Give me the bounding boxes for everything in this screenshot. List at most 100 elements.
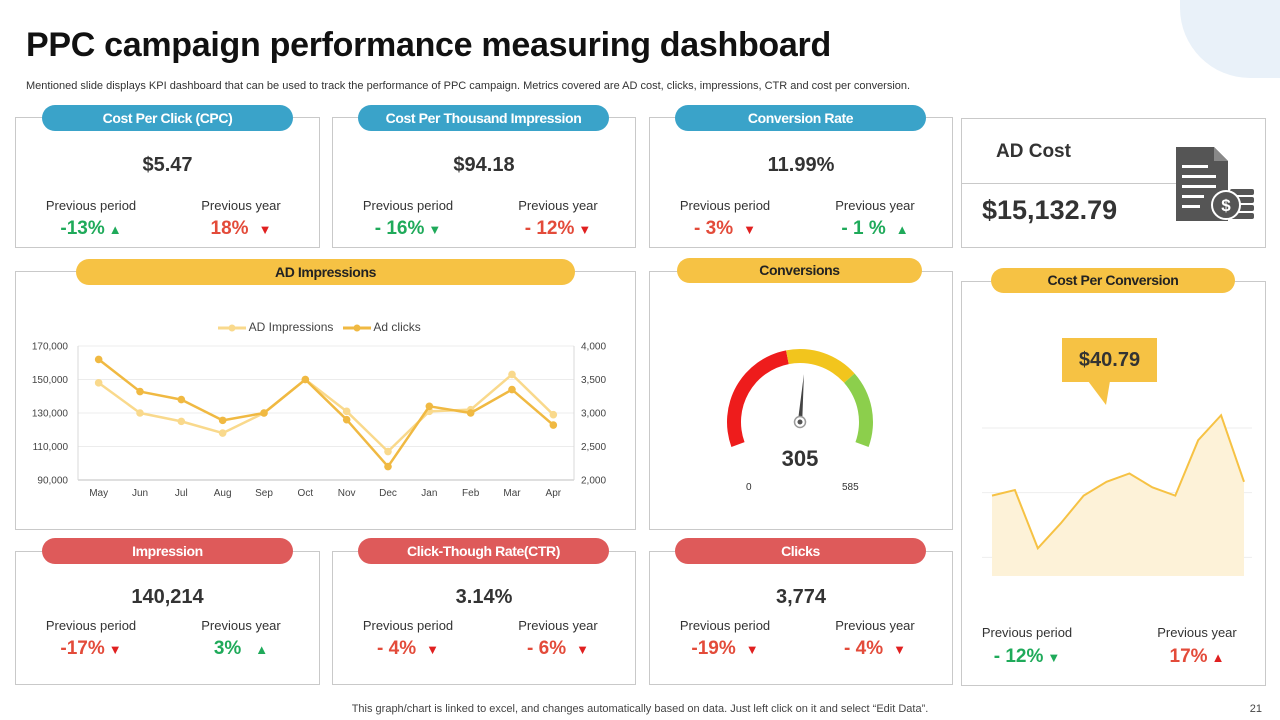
up-arrow-icon: ▲ [895, 222, 909, 237]
y-right-tick-label: 2,500 [581, 442, 606, 453]
ad-cost-value: $15,132.79 [982, 195, 1118, 225]
clicks-prev-period-label: Previous period [679, 618, 771, 633]
cpconv-prev-period: - 12% ▼ [993, 646, 1061, 667]
clicks-card[interactable]: 3,774 Previous period Previous year -19%… [649, 551, 953, 685]
data-point [466, 409, 475, 417]
x-tick-label: Dec [379, 488, 397, 499]
cpconv-prev-year-label: Previous year [1157, 625, 1237, 640]
cpm-prev-year: - 12% ▼ [524, 218, 592, 239]
page-title: PPC campaign performance measuring dashb… [26, 26, 831, 64]
area-line [991, 413, 1245, 551]
down-arrow-icon: ▼ [428, 222, 442, 237]
y-left-tick-label: 90,000 [37, 476, 68, 487]
legend-clicks-swatch [342, 324, 371, 332]
callout-pointer [1088, 381, 1110, 405]
data-point [508, 370, 516, 379]
y-right-tick-label: 3,000 [581, 409, 606, 420]
gauge-min-label: 0 [746, 482, 752, 493]
up-arrow-icon: ▲ [255, 642, 269, 657]
data-point [384, 462, 392, 471]
ad-impressions-card[interactable]: AD Impressions Ad clicks 170,000 4,000 150… [15, 271, 636, 530]
data-point [508, 385, 516, 394]
chart-legend: AD Impressions Ad clicks [218, 320, 421, 334]
conversion-rate-prev-year: - 1 % ▲ [841, 218, 909, 239]
cpc-prev-period-label: Previous period [45, 198, 137, 213]
gauge-hub-center [797, 419, 803, 425]
impression-prev-year: 3% ▲ [213, 638, 269, 659]
down-arrow-icon: ▼ [258, 222, 272, 237]
cpconv-prev-period-label: Previous period [981, 625, 1073, 640]
data-point [384, 447, 392, 456]
impression-card[interactable]: 140,214 Previous period Previous year -1… [15, 551, 320, 685]
data-point [342, 415, 351, 424]
conversion-rate-value: 11.99% [767, 154, 835, 176]
impression-value: 140,214 [131, 586, 204, 608]
impressions-line-chart[interactable]: 170,000 4,000 150,000 3,500 130,000 3,000 110,… [16, 272, 637, 531]
impression-label: Impression [42, 538, 293, 564]
cpc-label: Cost Per Click (CPC) [42, 105, 293, 131]
data-point [301, 375, 310, 384]
x-tick-label: Sep [255, 488, 273, 499]
cost-per-conversion-card[interactable]: $40.79 Previous period Previous year - 1… [961, 281, 1266, 686]
footer-note: This graph/chart is linked to excel, and… [351, 703, 929, 715]
data-point [136, 409, 144, 417]
ad-cost-card[interactable]: AD Cost $15,132.79 $ [961, 118, 1266, 248]
ctr-prev-period: - 4% ▼ [377, 638, 439, 659]
down-arrow-icon: ▼ [893, 642, 906, 657]
y-right-tick-label: 4,000 [581, 342, 606, 353]
clicks-value: 3,774 [775, 586, 827, 608]
cpc-card[interactable]: $5.47 Previous period Previous year -13%… [15, 117, 320, 248]
corner-decoration [1180, 0, 1280, 78]
cpm-value: $94.18 [453, 154, 515, 176]
conversions-gauge[interactable] [650, 272, 954, 531]
ctr-card[interactable]: 3.14% Previous period Previous year - 4%… [332, 551, 636, 685]
cpc-prev-period: -13% ▲ [60, 218, 122, 239]
y-right-tick-label: 3,500 [581, 375, 606, 386]
x-tick-label: Apr [546, 488, 562, 499]
cpc-prev-year-label: Previous year [201, 198, 281, 213]
conversion-rate-prev-period-label: Previous period [679, 198, 771, 213]
gauge-max-label: 585 [842, 482, 859, 493]
area-fill [992, 415, 1244, 576]
conversions-label: Conversions [677, 258, 922, 283]
data-point [549, 421, 558, 429]
legend-impressions-label: AD Impressions [248, 320, 334, 334]
ctr-value: 3.14% [455, 586, 513, 608]
ctr-prev-year: - 6% ▼ [527, 638, 589, 659]
x-tick-label: Jan [421, 488, 437, 499]
data-point [342, 407, 351, 416]
conversion-rate-prev-year-label: Previous year [835, 198, 915, 213]
x-tick-label: Mar [503, 488, 521, 499]
data-point [177, 395, 186, 404]
data-point [94, 355, 103, 364]
cpc-prev-year: 18% ▼ [210, 218, 272, 239]
data-point [177, 417, 186, 426]
cpm-prev-year-label: Previous year [518, 198, 598, 213]
conversions-card[interactable]: 305 0 585 [649, 271, 953, 530]
ad-cost-label: AD Cost [996, 141, 1071, 162]
down-arrow-icon: ▼ [1047, 650, 1061, 665]
data-point [425, 402, 434, 411]
impression-prev-period-label: Previous period [45, 618, 137, 633]
ctr-label: Click-Though Rate(CTR) [358, 538, 609, 564]
y-left-tick-label: 170,000 [32, 342, 69, 353]
data-point [136, 387, 144, 396]
clicks-prev-period: -19% ▼ [691, 638, 759, 659]
impression-prev-period: -17% ▼ [60, 638, 122, 659]
x-tick-label: Feb [462, 488, 480, 499]
y-left-tick-label: 130,000 [32, 409, 69, 420]
clicks-prev-year: - 4% ▼ [844, 638, 906, 659]
data-point [549, 410, 558, 419]
svg-text:$: $ [1221, 196, 1231, 215]
cpc-value: $5.47 [142, 154, 193, 176]
x-tick-label: Nov [338, 488, 356, 499]
cpm-prev-period: - 16% ▼ [374, 218, 442, 239]
legend-clicks-label: Ad clicks [373, 320, 421, 334]
cpm-card[interactable]: $94.18 Previous period Previous year - 1… [332, 117, 636, 248]
down-arrow-icon: ▼ [578, 222, 592, 237]
cost-per-conversion-area-chart[interactable] [962, 282, 1267, 612]
series-line-0 [97, 373, 555, 453]
conversion-rate-card[interactable]: 11.99% Previous period Previous year - 3… [649, 117, 953, 248]
gauge-band-2 [844, 373, 873, 447]
page-subtitle: Mentioned slide displays KPI dashboard t… [26, 80, 911, 92]
